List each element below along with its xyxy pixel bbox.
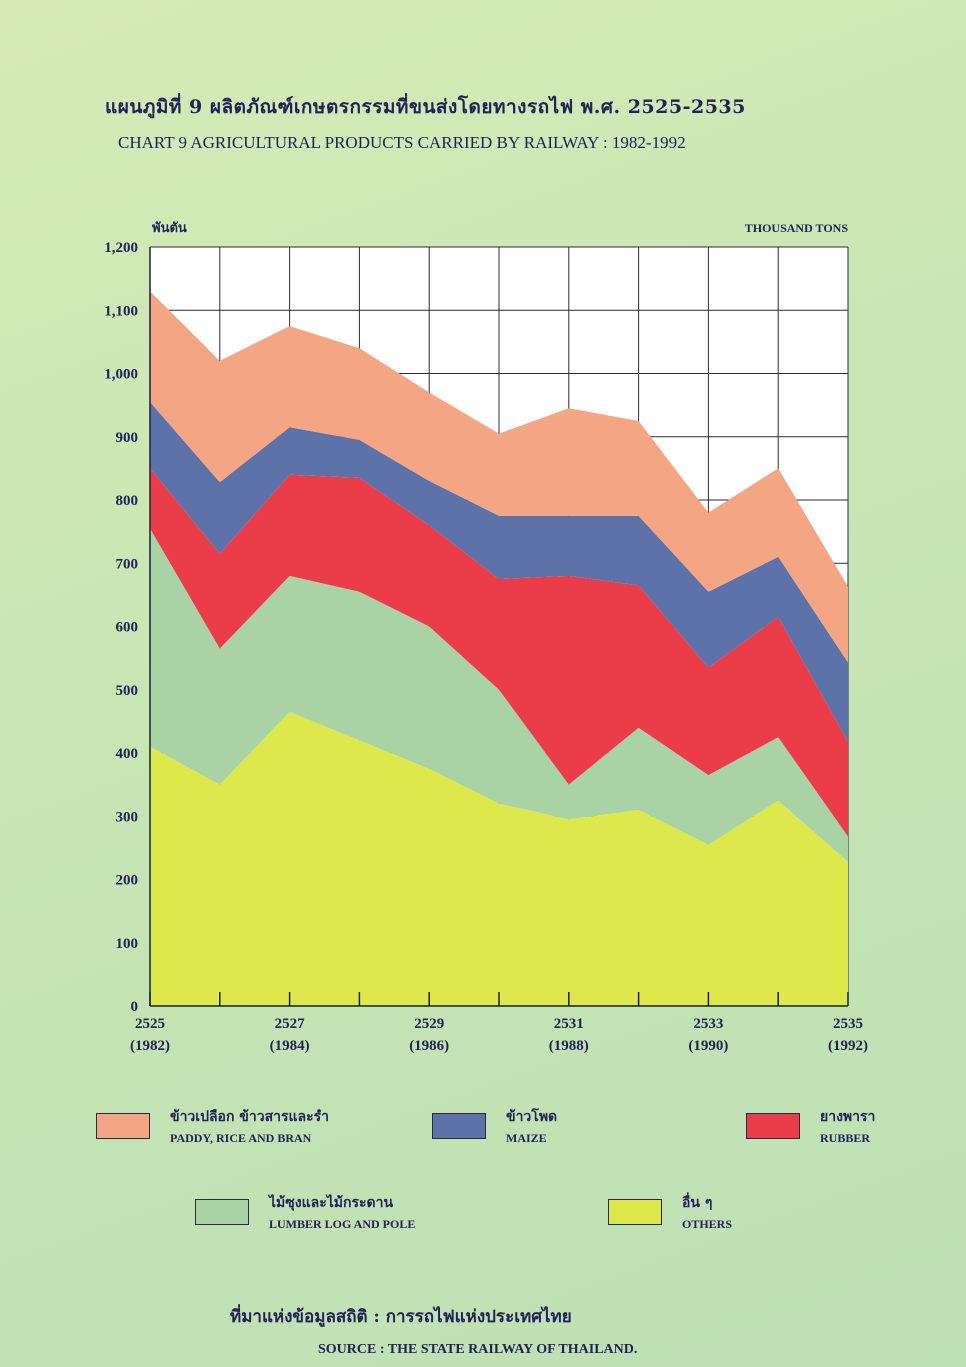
legend-swatch-maize <box>432 1113 486 1139</box>
area-series-others <box>150 711 848 1006</box>
x-tick-label-ad: (1986) <box>409 1038 449 1054</box>
x-tick-label-ad: (1992) <box>828 1038 868 1054</box>
y-tick-label: 200 <box>116 873 139 889</box>
legend-label-thai-lumber: ไม้ซุงและไม้กระดาน <box>269 1195 394 1211</box>
area-series-lumber <box>150 528 848 862</box>
x-tick-label-ad: (1982) <box>130 1038 170 1054</box>
legend-label-thai-maize: ข้าวโพด <box>506 1109 558 1125</box>
x-tick-label-ad: (1984) <box>270 1038 310 1054</box>
legend-item-lumber: ไม้ซุงและไม้กระดาน LUMBER LOG AND POLE <box>195 1192 415 1232</box>
legend-label-english-paddy: PADDY, RICE AND BRAN <box>170 1131 312 1145</box>
x-tick-label-be: 2535 <box>833 1016 863 1032</box>
legend-label-thai-others: อื่น ๆ <box>682 1195 713 1211</box>
x-tick-label-be: 2525 <box>135 1016 165 1032</box>
legend-swatch-rubber <box>746 1113 800 1139</box>
x-tick-label-be: 2529 <box>414 1016 444 1032</box>
x-tick-label-be: 2533 <box>693 1016 723 1032</box>
legend-item-paddy: ข้าวเปลือก ข้าวสารและรำ PADDY, RICE AND … <box>96 1106 329 1146</box>
y-tick-label: 600 <box>116 620 139 636</box>
x-tick-label-ad: (1990) <box>688 1038 728 1054</box>
x-tick-label-be: 2527 <box>275 1016 306 1032</box>
source-english: SOURCE : THE STATE RAILWAY OF THAILAND. <box>318 1342 638 1357</box>
y-tick-label: 700 <box>116 556 139 572</box>
y-unit-english: THOUSAND TONS <box>744 221 848 235</box>
y-tick-label: 400 <box>116 746 139 762</box>
legend-item-rubber: ยางพารา RUBBER <box>746 1106 875 1146</box>
chart-title-thai: แผนภูมิที่ 9 ผลิตภัณฑ์เกษตรกรรมที่ขนส่งโ… <box>105 96 746 118</box>
y-tick-label: 800 <box>116 493 139 509</box>
y-tick-label: 0 <box>131 999 139 1015</box>
y-tick-label: 100 <box>116 936 139 952</box>
legend-label-english-maize: MAIZE <box>506 1131 547 1145</box>
y-tick-label: 1,200 <box>104 240 138 256</box>
x-tick-label-ad: (1988) <box>549 1038 589 1054</box>
source-thai: ที่มาแห่งข้อมูลสถิติ : การรถไฟแห่งประเทศ… <box>230 1307 572 1327</box>
legend-label-thai-rubber: ยางพารา <box>820 1109 876 1125</box>
legend-item-others: อื่น ๆ OTHERS <box>608 1192 732 1232</box>
legend-label-english-rubber: RUBBER <box>820 1131 871 1145</box>
area-series-maize <box>150 401 848 742</box>
y-tick-label: 1,100 <box>104 303 138 319</box>
legend-swatch-paddy <box>96 1113 150 1139</box>
legend-label-english-lumber: LUMBER LOG AND POLE <box>269 1217 416 1231</box>
legend-item-maize: ข้าวโพด MAIZE <box>432 1106 557 1146</box>
x-tick-label-be: 2531 <box>554 1016 584 1032</box>
y-tick-label: 1,000 <box>104 367 138 383</box>
y-tick-label: 300 <box>116 809 139 825</box>
legend-swatch-lumber <box>195 1199 249 1225</box>
y-tick-label: 500 <box>116 683 139 699</box>
area-series-rubber <box>150 468 848 837</box>
legend-label-english-others: OTHERS <box>682 1217 733 1231</box>
y-unit-thai: พันตัน <box>152 221 187 236</box>
chart-title-english: CHART 9 AGRICULTURAL PRODUCTS CARRIED BY… <box>118 133 686 152</box>
y-tick-label: 900 <box>116 430 139 446</box>
legend-label-thai-paddy: ข้าวเปลือก ข้าวสารและรำ <box>170 1109 330 1125</box>
legend-swatch-others <box>608 1199 662 1225</box>
area-series-paddy <box>150 291 848 663</box>
